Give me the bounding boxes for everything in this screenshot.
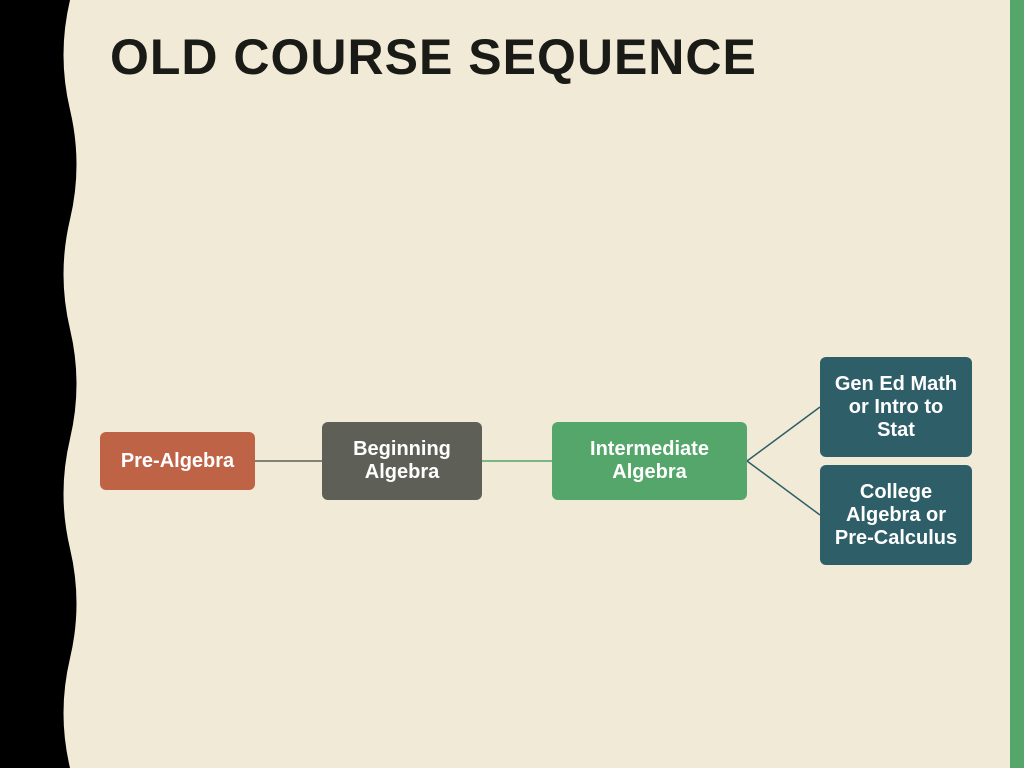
slide: OLD COURSE SEQUENCE Pre-AlgebraBeginning… bbox=[0, 0, 1024, 768]
flow-node-intalg: Intermediate Algebra bbox=[552, 422, 747, 500]
flow-node-collalg: College Algebra or Pre-Calculus bbox=[820, 465, 972, 565]
flow-node-gened: Gen Ed Math or Intro to Stat bbox=[820, 357, 972, 457]
course-flow-diagram: Pre-Algebra Beginning Algebra Intermediate… bbox=[0, 0, 1024, 768]
flow-node-begalg: Beginning Algebra bbox=[322, 422, 482, 500]
flow-node-prealg: Pre-Algebra bbox=[100, 432, 255, 490]
